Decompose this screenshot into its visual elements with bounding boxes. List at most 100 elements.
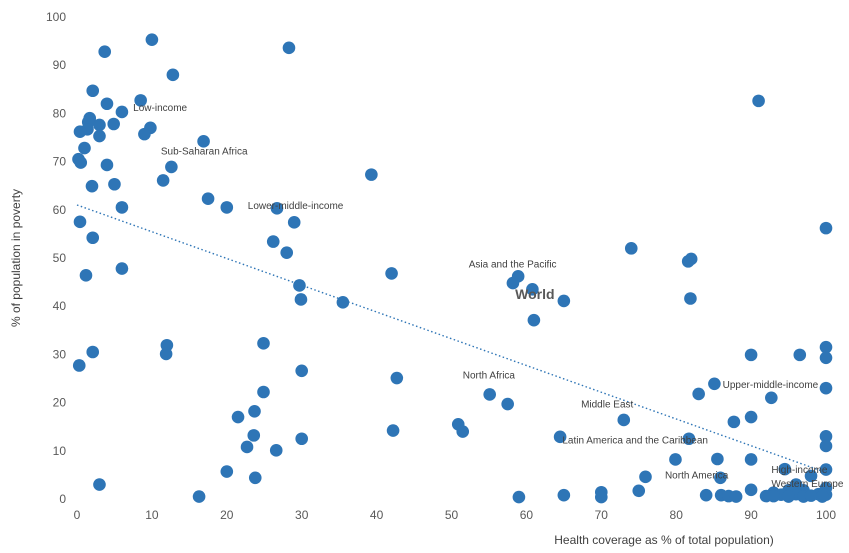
data-point [138, 127, 151, 141]
data-point [197, 135, 210, 148]
y-tick-label: 80 [53, 106, 67, 120]
data-point [79, 269, 93, 282]
annotation-label: High-income [771, 465, 828, 476]
data-point [287, 216, 301, 229]
data-point [765, 391, 778, 405]
data-point [714, 471, 727, 485]
data-point [74, 156, 88, 169]
trendline [76, 204, 827, 474]
data-point [711, 452, 724, 466]
y-axis-title: % of population in poverty [9, 189, 23, 327]
annotation-label: Middle East [581, 399, 633, 410]
y-tick-label: 10 [53, 444, 67, 458]
data-point [815, 490, 829, 503]
annotation-label: North America [665, 470, 729, 481]
y-tick-label: 90 [53, 58, 67, 72]
x-tick-label: 0 [74, 508, 81, 522]
data-point [248, 471, 262, 485]
data-point [782, 490, 795, 503]
data-point [73, 215, 87, 229]
data-point [526, 283, 539, 296]
data-point [819, 221, 833, 235]
data-point [456, 425, 470, 438]
data-point [220, 465, 234, 478]
annotation-label: Western Europe [771, 479, 844, 490]
data-point [632, 484, 646, 498]
data-point [692, 387, 705, 401]
data-point [192, 490, 206, 503]
annotation-label: Latin America and the Caribbean [562, 436, 708, 447]
data-point [365, 168, 378, 181]
data-point [159, 347, 173, 361]
data-point [240, 440, 254, 454]
annotation-label: Lower-middle-income [248, 201, 344, 212]
y-tick-label: 100 [46, 10, 66, 24]
x-tick-label: 50 [445, 508, 459, 522]
x-axis-title: Health coverage as % of total population… [554, 533, 773, 547]
annotation-label: World [515, 286, 554, 302]
data-point [93, 118, 106, 132]
x-tick-label: 80 [670, 508, 684, 522]
data-point [819, 340, 833, 354]
data-point [85, 179, 99, 193]
data-point [280, 246, 294, 259]
data-point [115, 262, 129, 275]
data-point [819, 463, 833, 476]
data-point [73, 125, 87, 139]
data-point [557, 294, 571, 308]
data-point [295, 432, 309, 446]
data-point [527, 313, 541, 327]
data-point [156, 174, 170, 187]
data-point [390, 371, 404, 385]
data-point [483, 388, 496, 401]
annotations: Low-income Sub-Saharan Africa Lower-middle… [133, 103, 844, 490]
data-point [819, 351, 833, 365]
y-tick-label: 50 [53, 251, 67, 265]
data-point [78, 141, 91, 155]
data-point [819, 430, 833, 443]
x-tick-label: 20 [220, 508, 234, 522]
data-point [752, 94, 765, 108]
data-point [269, 444, 283, 457]
data-point [336, 296, 350, 309]
data-point [134, 94, 147, 107]
x-tick-label: 30 [295, 508, 309, 522]
y-tick-label: 40 [53, 299, 67, 313]
data-point [682, 432, 696, 446]
data-point [86, 84, 100, 98]
data-point [617, 413, 631, 427]
data-point [108, 177, 121, 191]
y-axis: 0 10 20 30 40 50 60 70 80 90 100 [46, 10, 66, 506]
y-tick-label: 60 [53, 203, 67, 217]
data-point [166, 68, 180, 82]
x-tick-label: 100 [816, 508, 836, 522]
y-tick-label: 70 [53, 155, 67, 169]
data-point [86, 345, 100, 359]
data-point [294, 293, 308, 306]
data-point [557, 488, 571, 502]
data-point [86, 231, 100, 245]
data-point [727, 415, 741, 429]
data-point [93, 478, 106, 491]
data-point [385, 267, 398, 280]
data-point [266, 235, 280, 248]
data-point [231, 410, 245, 424]
data-point [669, 453, 682, 466]
data-point [93, 129, 106, 143]
data-point [248, 404, 261, 418]
data-point [639, 470, 652, 484]
x-tick-label: 60 [520, 508, 534, 522]
data-point [595, 490, 608, 504]
data-point [247, 429, 261, 442]
data-point [145, 33, 159, 46]
x-tick-label: 90 [744, 508, 758, 522]
data-point [282, 41, 296, 55]
x-tick-label: 10 [145, 508, 159, 522]
data-point [819, 439, 833, 453]
data-point [729, 490, 743, 503]
data-point [295, 364, 309, 378]
data-point [512, 490, 526, 504]
data-point [257, 337, 270, 350]
data-point [744, 410, 758, 424]
annotation-label: Upper-middle-income [723, 380, 819, 391]
